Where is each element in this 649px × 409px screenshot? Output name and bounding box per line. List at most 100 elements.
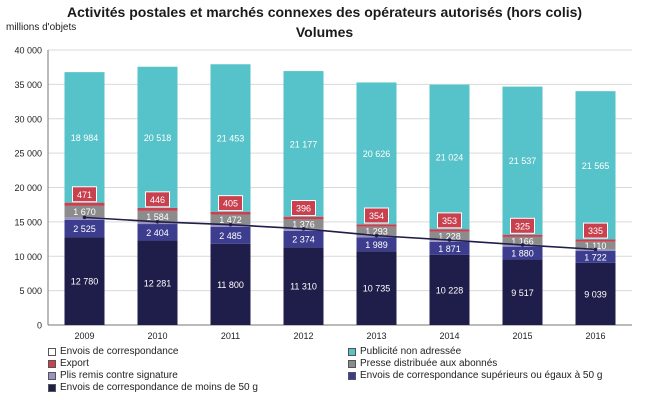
bar-segment [137,210,178,222]
y-tick-label: 5 000 [19,286,42,296]
export-label-box [364,207,389,224]
data-label: 9 039 [584,289,607,299]
chart-subtitle: Volumes [295,24,354,40]
legend-item: Envois de correspondance de moins de 50 … [48,382,258,393]
x-tick-label: 2013 [366,331,386,341]
line-point [228,222,233,227]
data-label: 20 518 [144,133,172,143]
line-point [155,219,160,224]
data-label: 2 374 [292,235,315,245]
legend-label: Envois de correspondance supérieurs ou é… [360,370,603,381]
bar-segment [502,259,543,325]
legend-swatch [48,371,56,380]
data-label: 10 228 [436,285,464,295]
line-point [593,247,598,252]
bar-segment [429,254,470,325]
bar-segment [64,219,105,238]
data-label: 21 453 [217,134,245,144]
data-label: 20 626 [363,149,391,159]
bar-segment [283,230,324,248]
data-label: 21 565 [582,161,610,171]
legend-label: Envois de correspondance de moins de 50 … [60,382,258,393]
legend-swatch [348,371,356,380]
data-label: 1 228 [438,231,461,241]
y-tick-label: 0 [37,321,42,331]
bar-segment [137,224,178,241]
legend-label: Plis remis contre signature [60,370,178,381]
export-label-box [291,200,316,217]
data-label: 1 166 [511,236,534,246]
legend-item: Envois de correspondance supérieurs ou é… [348,370,602,381]
export-label-box [72,186,97,203]
y-tick-label: 20 000 [14,183,42,193]
line-point [82,215,87,220]
line-series-envois-de-correspondance [84,216,596,251]
legend-label: Presse distribuée aux abonnés [360,358,498,369]
bar-segment [502,86,543,235]
data-label: 11 800 [217,280,244,290]
bar-segment [575,241,616,250]
x-tick-label: 2009 [74,331,94,341]
x-tick-label: 2016 [585,331,605,341]
legend-item: Plis remis contre signature [48,370,178,381]
legend-item: Publicité non adressée [348,346,461,357]
data-label: 353 [442,216,457,226]
bar-segment [502,236,543,245]
data-label: 354 [369,211,384,221]
legend-swatch [48,383,56,392]
legend-swatch [348,347,356,356]
data-label: 11 310 [290,282,317,292]
bar-segment [429,84,470,230]
line-point [301,227,306,231]
data-label: 10 735 [363,284,391,294]
data-label: 1 880 [511,249,534,259]
bar-segment [502,234,543,237]
y-tick-label: 15 000 [14,217,42,227]
data-label: 396 [296,204,311,214]
line-point [374,233,379,238]
data-label: 18 984 [71,133,99,143]
bar-segment [210,226,251,244]
data-label: 21 537 [509,156,537,166]
y-tick-label: 30 000 [14,114,42,124]
bar-segment [283,71,324,217]
data-label: 21 177 [290,139,318,149]
y-axis-unit-label: millions d'objets [6,22,77,33]
bar-segment [64,202,105,206]
data-label: 405 [223,199,238,209]
data-label: 325 [515,221,530,231]
bar-segment [356,237,397,252]
legend-swatch [48,347,56,356]
bar-segment [210,243,251,325]
bar-segment [210,211,251,215]
y-tick-label: 10 000 [14,252,42,262]
bar-segment [64,205,105,218]
bar-segment [575,262,616,325]
data-label: 2 525 [73,224,96,234]
x-tick-label: 2010 [147,331,167,341]
legend-label: Publicité non adressée [360,346,462,357]
bar-segment [356,251,397,325]
data-label: 1 293 [365,227,388,237]
bar-segment [356,226,397,236]
export-label-box [145,191,170,208]
export-label-box [437,212,462,229]
data-label: 1 376 [292,220,315,230]
data-label: 446 [150,195,165,205]
bar-segment [283,216,324,220]
legend-label: Envois de correspondance [60,346,179,357]
data-label: 471 [77,190,92,200]
legend-item: Export [48,358,89,369]
bar-segment [429,229,470,232]
bar-segment [429,241,470,255]
bar-segment [575,239,616,242]
x-tick-label: 2012 [293,331,313,341]
data-label: 12 780 [71,277,99,287]
bar-segment [137,207,178,211]
data-label: 1 584 [146,212,169,222]
legend-item: Envois de correspondance [48,346,178,357]
bar-segment [502,246,543,260]
bar-segment [429,231,470,241]
export-label-box [218,195,243,212]
bar-segment [283,247,324,325]
